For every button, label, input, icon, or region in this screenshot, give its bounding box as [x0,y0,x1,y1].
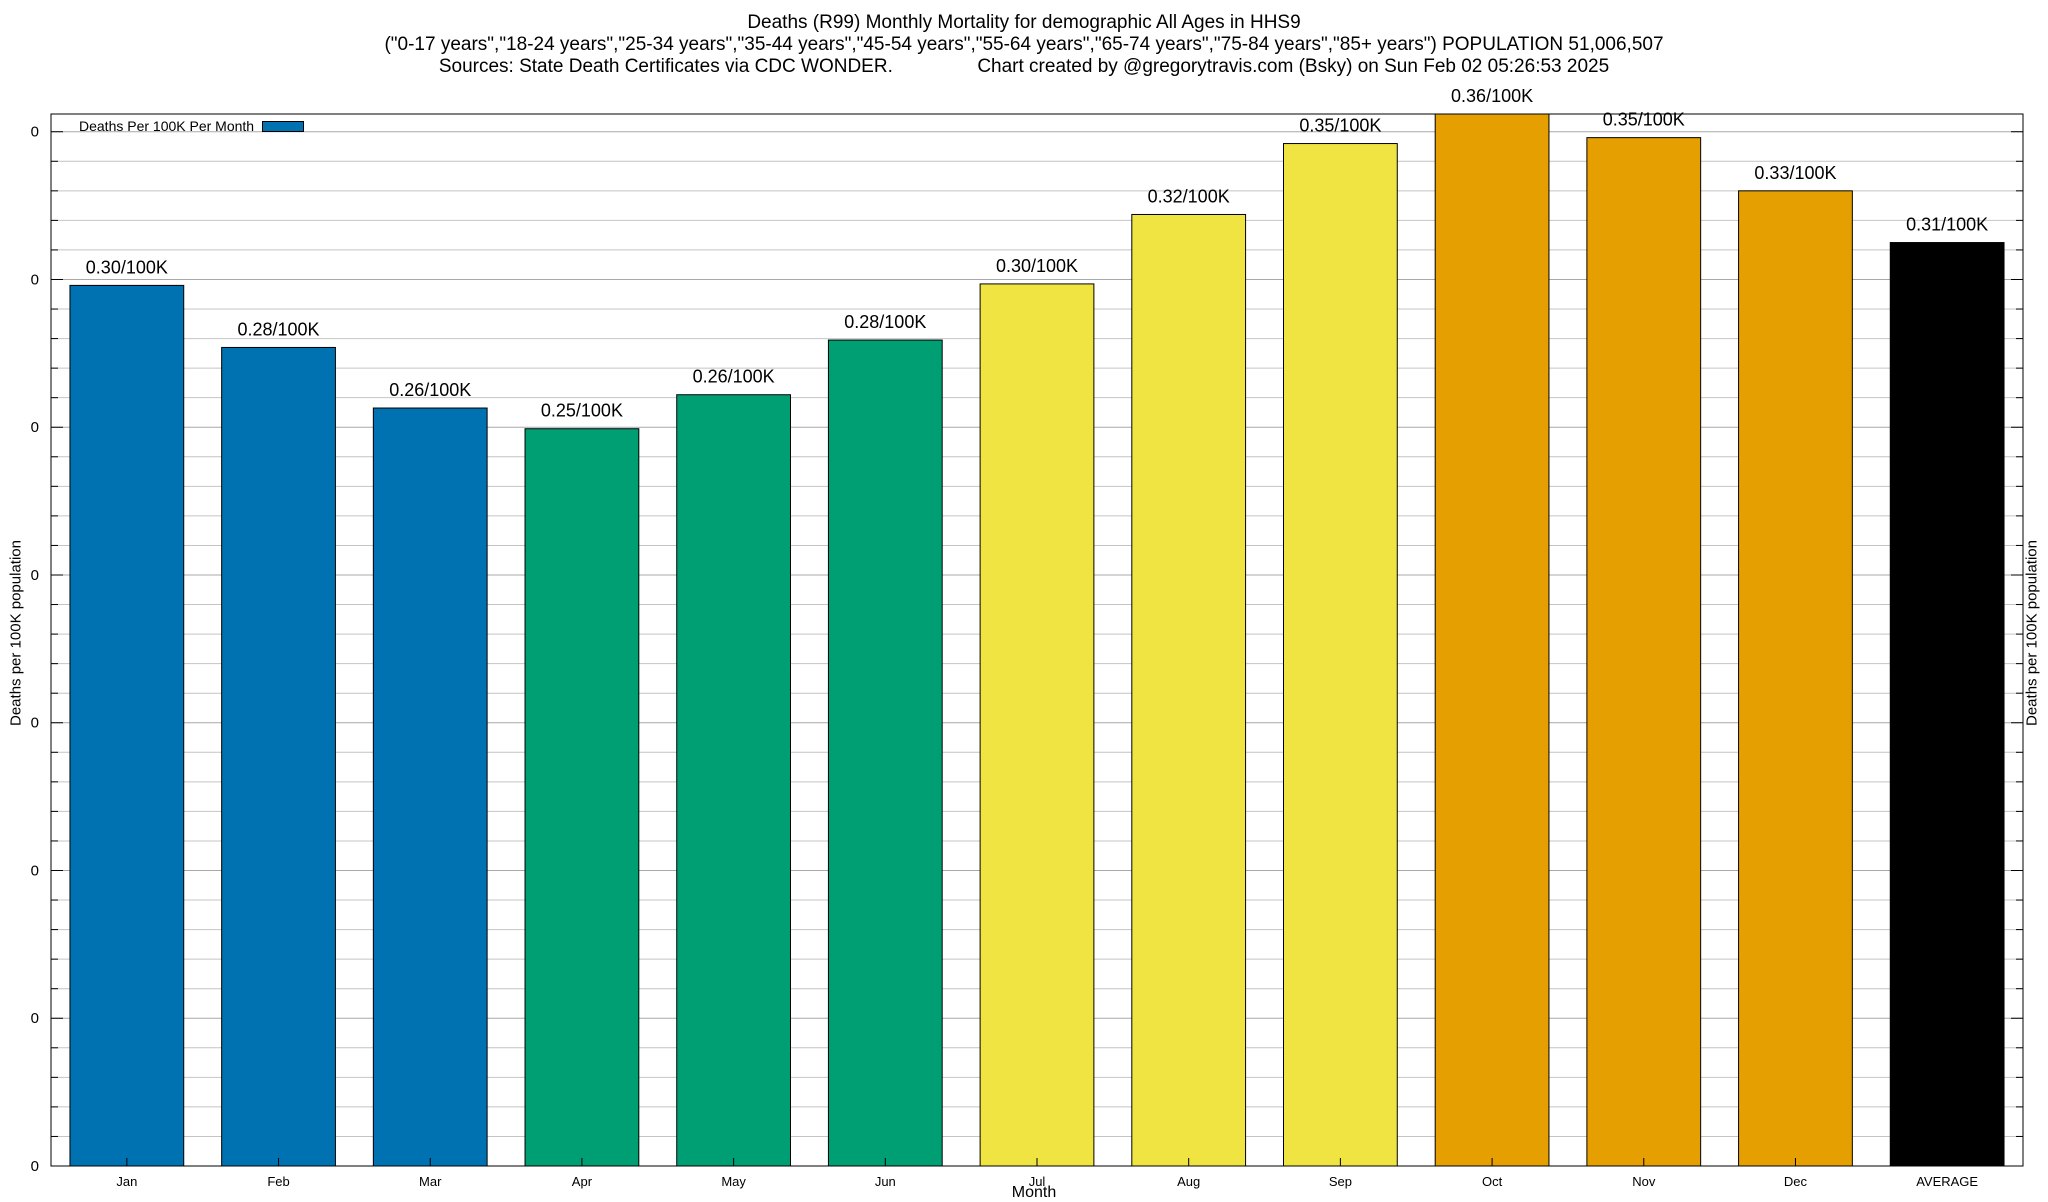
x-tick-label: Oct [1482,1174,1503,1189]
y-tick-label: 0 [31,271,39,288]
y-tick-label: 0 [31,715,39,732]
y-tick-label: 0 [31,862,39,879]
x-tick-label: Jan [116,1174,137,1189]
bar-value-label: 0.35/100K [1299,116,1381,136]
x-tick-label: Nov [1632,1174,1656,1189]
y-tick-label: 0 [31,567,39,584]
bar-value-label: 0.32/100K [1148,186,1230,206]
bar-jul [979,283,1095,1167]
bar-may [676,394,792,1167]
chart-subtitle: ("0-17 years","18-24 years","25-34 years… [384,34,1664,55]
bar-value-label: 0.36/100K [1451,86,1533,106]
x-tick-label: Apr [572,1174,593,1189]
y-axis-label-right: Deaths per 100K population [2023,540,2041,726]
bar-value-label: 0.33/100K [1754,163,1836,183]
y-tick-label: 0 [31,419,39,436]
bar-value-label: 0.28/100K [237,319,319,339]
bar-value-label: 0.28/100K [844,312,926,332]
y-axis-label-left: Deaths per 100K population [7,540,25,726]
x-tick-label: Sep [1329,1174,1352,1189]
x-tick-label: Aug [1177,1174,1200,1189]
chart-title: Deaths (R99) Monthly Mortality for demog… [747,12,1301,33]
bar-value-label: 0.26/100K [693,367,775,387]
bar-feb [221,346,336,1167]
x-tick-label: Feb [267,1174,289,1189]
bar-aug [1131,213,1247,1167]
bar-sep [1283,143,1398,1167]
x-tick-label: Jul [1029,1174,1046,1189]
x-tick-label: Mar [419,1174,442,1189]
legend-swatch [262,120,305,132]
plot-frame [50,113,2024,1167]
bar-mar [372,407,488,1167]
y-tick-label: 0 [31,1158,39,1175]
x-tick-label: Jun [875,1174,896,1189]
bar-jan [69,284,185,1167]
bar-oct [1434,113,1550,1167]
y-tick-label: 0 [31,124,39,141]
x-tick-label: May [721,1174,746,1189]
bar-value-label: 0.35/100K [1603,110,1685,130]
bar-value-label: 0.30/100K [996,256,1078,276]
bar-value-label: 0.31/100K [1906,215,1988,235]
bar-value-label: 0.26/100K [389,380,471,400]
x-tick-label: Dec [1784,1174,1808,1189]
bar-dec [1738,190,1853,1167]
y-tick-label: 0 [31,1010,39,1027]
x-axis-label: Month [1011,1184,1057,1201]
bar-average [1889,242,2005,1167]
bar-apr [524,428,640,1167]
chart-title-block: Deaths (R99) Monthly Mortality for demog… [0,12,2048,78]
x-tick-label: AVERAGE [1916,1174,1978,1189]
chart-source-line: Sources: State Death Certificates via CD… [438,56,1610,77]
bar-value-label: 0.25/100K [541,401,623,421]
legend: Deaths Per 100K Per Month [79,118,305,134]
bar-value-label: 0.30/100K [86,257,168,277]
bar-jun [827,339,943,1167]
bar-nov [1586,137,1702,1167]
legend-label: Deaths Per 100K Per Month [79,118,255,134]
